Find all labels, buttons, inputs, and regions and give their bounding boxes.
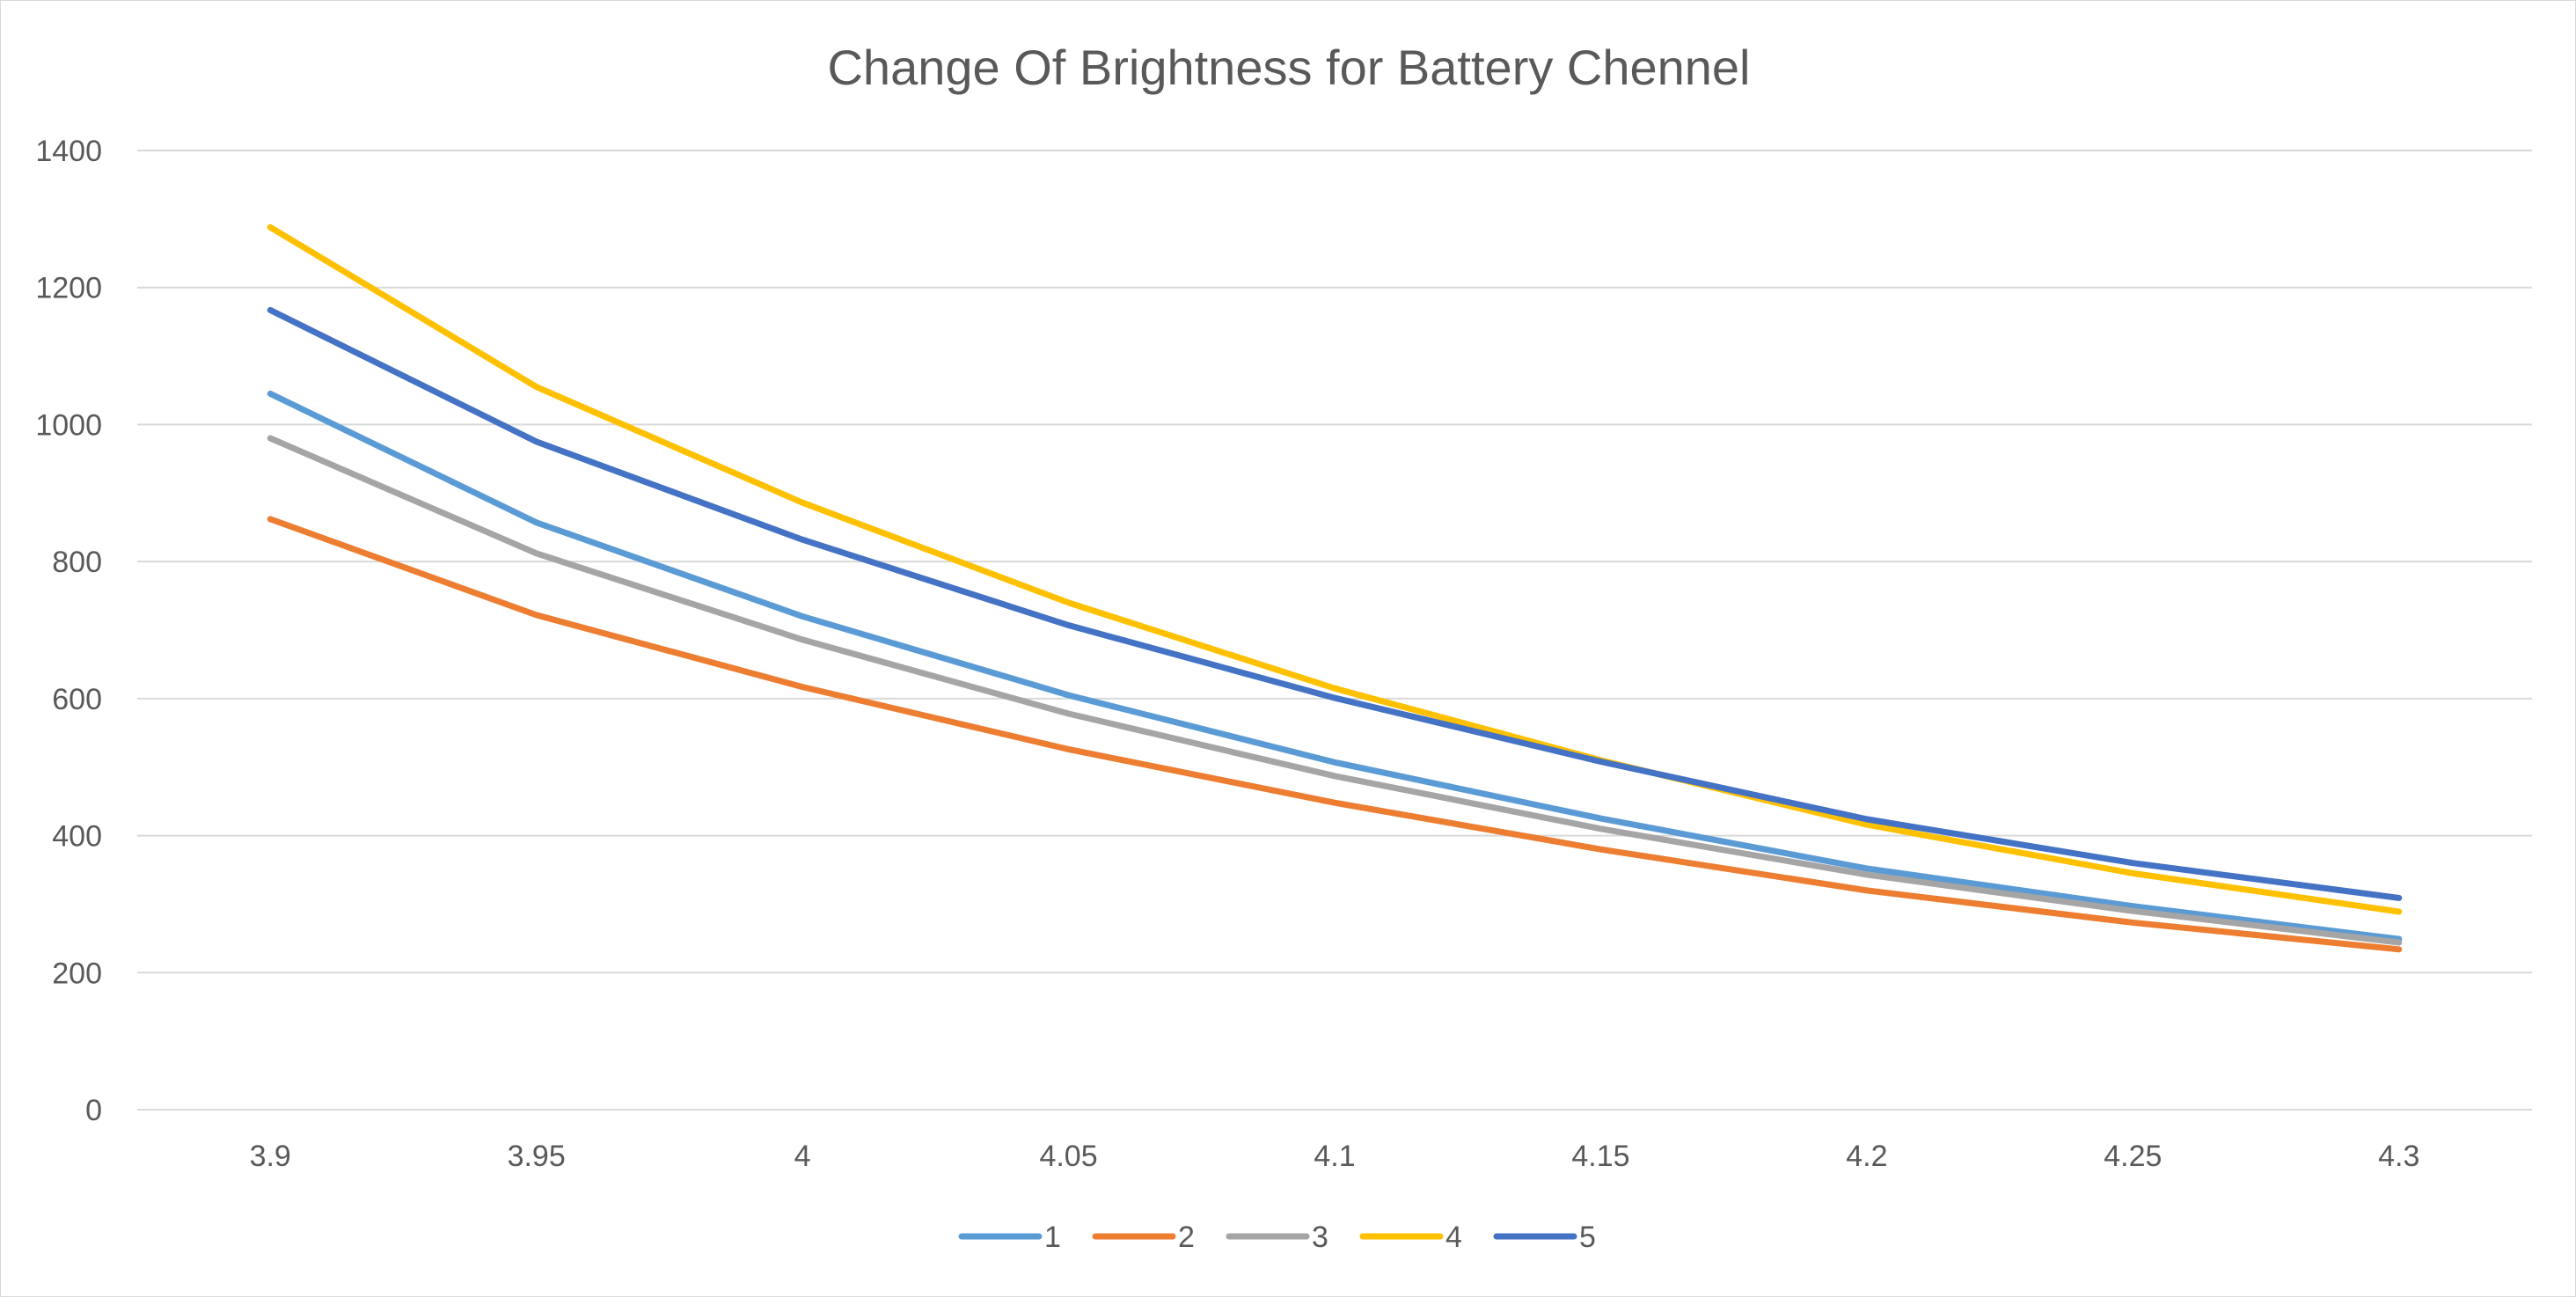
x-tick-label: 4.1	[1314, 1140, 1355, 1173]
legend-label-5: 5	[1579, 1221, 1596, 1254]
x-tick-label: 4.2	[1846, 1140, 1887, 1173]
series-line-3	[267, 435, 2403, 946]
x-tick-label: 4.25	[2104, 1140, 2162, 1173]
legend-label-2: 2	[1178, 1221, 1195, 1254]
series-line-5	[267, 306, 2403, 901]
gridlines	[137, 150, 2532, 1111]
y-tick-label: 200	[52, 957, 102, 990]
chart-title: Change Of Brightness for Battery Chennel	[827, 40, 1750, 95]
x-axis-ticks: 3.9 3.95 4 4.05 4.1 4.15 4.2 4.25 4.3	[250, 1140, 2420, 1173]
x-tick-label: 4.15	[1571, 1140, 1629, 1173]
y-tick-label: 1000	[35, 408, 102, 442]
y-tick-label: 1400	[35, 135, 102, 168]
y-tick-label: 1200	[35, 272, 102, 305]
legend: 1 2 3 4 5	[958, 1221, 1596, 1254]
y-tick-label: 800	[52, 546, 102, 579]
x-tick-label: 3.9	[250, 1140, 291, 1173]
y-tick-label: 0	[85, 1094, 102, 1127]
legend-label-3: 3	[1312, 1221, 1328, 1254]
y-tick-label: 400	[52, 820, 102, 854]
x-tick-label: 4.05	[1039, 1140, 1097, 1173]
x-tick-label: 4	[794, 1140, 811, 1173]
y-axis-ticks: 0 200 400 600 800 1000 1200 1400	[35, 135, 102, 1127]
series-line-1	[267, 390, 2403, 942]
y-tick-label: 600	[52, 683, 102, 716]
x-tick-label: 3.95	[508, 1140, 566, 1173]
series-lines	[267, 224, 2403, 953]
x-tick-label: 4.3	[2378, 1140, 2419, 1173]
series-line-2	[267, 516, 2403, 953]
legend-label-4: 4	[1445, 1221, 1462, 1254]
series-line-4	[267, 224, 2403, 915]
legend-label-1: 1	[1044, 1221, 1061, 1254]
